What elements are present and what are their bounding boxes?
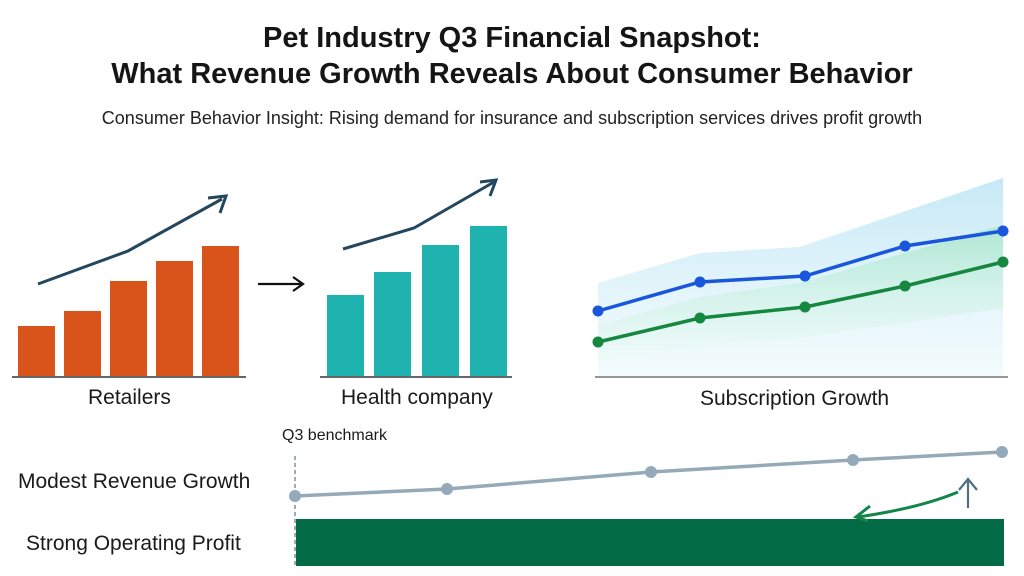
title: Pet Industry Q3 Financial Snapshot: What … <box>111 22 913 90</box>
subscription-blue-point <box>799 270 811 282</box>
right-arrow-icon <box>258 276 305 292</box>
subscription-green-point <box>592 336 604 348</box>
health-company-bar <box>422 245 459 376</box>
subscription-green-point <box>694 312 706 324</box>
up-arrow-icon <box>958 477 978 508</box>
health-company-label: Health company <box>341 386 493 409</box>
subscription-blue-point <box>694 276 706 288</box>
strong-operating-profit-label: Strong Operating Profit <box>26 532 241 555</box>
operating-profit-bar <box>296 519 1004 566</box>
subscription-blue-point <box>592 305 604 317</box>
health-arrow-head-icon <box>479 178 499 197</box>
health-company-bar <box>327 295 364 376</box>
health-company-bar <box>470 226 507 376</box>
retailers-trend-arrow <box>37 197 223 286</box>
revenue-growth-point <box>645 466 657 478</box>
retailers-bar <box>202 246 239 376</box>
retailers-bar <box>18 326 55 376</box>
revenue-growth-point <box>996 446 1008 458</box>
modest-revenue-growth-label: Modest Revenue Growth <box>18 470 251 493</box>
retailers-bar <box>156 261 193 376</box>
q3-benchmark-label: Q3 benchmark <box>282 427 387 444</box>
subscription-green-point <box>799 301 811 313</box>
revenue-growth-point <box>441 483 453 495</box>
retailers-arrow-head-icon <box>207 194 229 214</box>
subscription-growth-label: Subscription Growth <box>700 387 890 410</box>
green-curved-arrow-icon <box>852 490 959 523</box>
health-trend-arrow <box>342 180 495 251</box>
subscription-blue-point <box>997 225 1009 237</box>
subscription-green-point <box>997 256 1009 268</box>
revenue-growth-point <box>847 454 859 466</box>
subtitle: Consumer Behavior Insight: Rising demand… <box>101 108 923 128</box>
health-company-bar <box>374 272 411 376</box>
retailers-bar <box>110 281 147 376</box>
revenue-growth-point <box>289 490 301 502</box>
subscription-blue-point <box>899 240 911 252</box>
subscription-green-point <box>899 280 911 292</box>
retailers-bar <box>64 311 101 376</box>
subscription-green-band <box>598 225 1003 362</box>
retailers-label: Retailers <box>88 386 171 409</box>
